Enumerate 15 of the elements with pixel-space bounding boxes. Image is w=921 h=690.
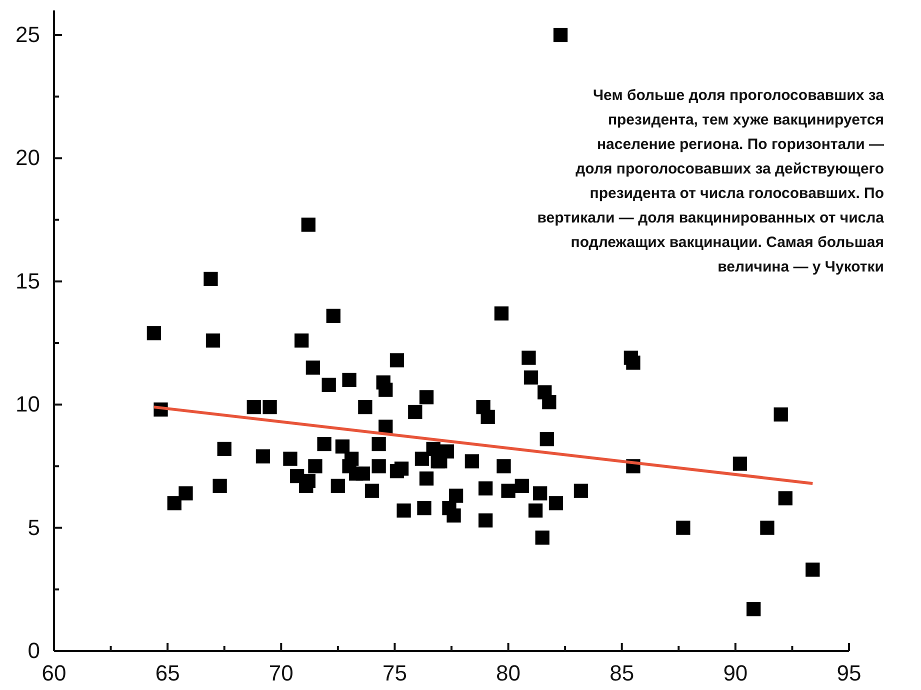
y-tick-label: 10 [16,392,40,417]
x-tick-label: 70 [268,660,294,686]
x-tick-label: 60 [42,660,66,686]
annotation: Чем больше доля проголосовавших за президента, тем хуже вакцинируется население региона. По горизонтали — доля проголосовавших за действующего президента от числа голосовавших. По вертикали — доля вакцинированных от числа подлежащих вакцинации. Самая большая величина — у Чукотки [537,87,885,276]
x-tick-label: 65 [155,660,180,686]
y-tick-label: 15 [16,268,40,294]
y-tick-label: 0 [28,638,40,664]
y-tick-label: 25 [16,22,40,48]
x-tick-label: 95 [836,660,862,686]
y-tick-label: 20 [16,145,40,170]
x-tick-label: 90 [723,660,748,686]
y-tick-label: 5 [28,514,40,540]
x-tick-label: 80 [496,660,521,686]
x-tick-label: 75 [382,660,407,686]
x-tick-label: 85 [610,660,634,686]
